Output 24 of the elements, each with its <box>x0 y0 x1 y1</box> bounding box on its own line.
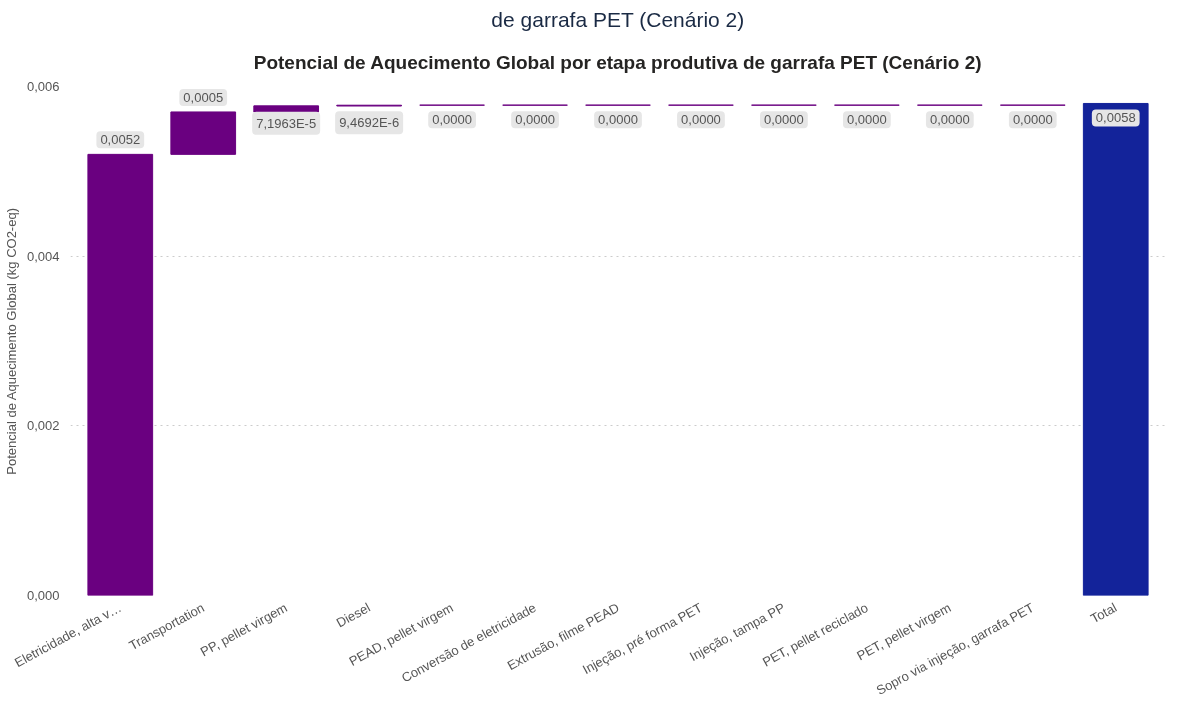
data-label: 0,0000 <box>764 112 804 128</box>
data-label: 0,0000 <box>681 112 721 128</box>
data-label: 0,0000 <box>515 112 555 128</box>
data-label: 0,0000 <box>929 112 970 128</box>
data-label: 0,0058 <box>1095 110 1136 126</box>
bar <box>170 111 237 155</box>
bar <box>87 153 154 596</box>
y-tick-label: 0,002 <box>26 418 60 434</box>
y-tick-label: 0,000 <box>26 588 60 603</box>
y-tick-label: 0,004 <box>26 248 60 264</box>
bar <box>1082 102 1149 596</box>
data-label: 0,0000 <box>598 112 638 128</box>
data-label: 7,1963E-5 <box>256 115 317 131</box>
data-label: 0,0000 <box>846 112 887 128</box>
y-axis-title: Potencial de Aquecimento Global (kg CO2-eq) <box>3 208 19 475</box>
data-label: 0,0000 <box>432 112 472 128</box>
x-tick-label: Total <box>1088 599 1120 627</box>
data-label: 0,0005 <box>183 89 224 105</box>
text: de garrafa PET (Cenário 2) <box>491 7 745 31</box>
data-label: 0,0000 <box>1012 112 1053 128</box>
data-label: 9,4692E-6 <box>339 115 400 131</box>
y-tick-label: 0,006 <box>26 79 60 94</box>
chart-title: Potencial de Aquecimento Global por etapa produtiva de garrafa PET (Cenário 2) <box>253 51 982 73</box>
data-label: 0,0052 <box>100 132 141 148</box>
